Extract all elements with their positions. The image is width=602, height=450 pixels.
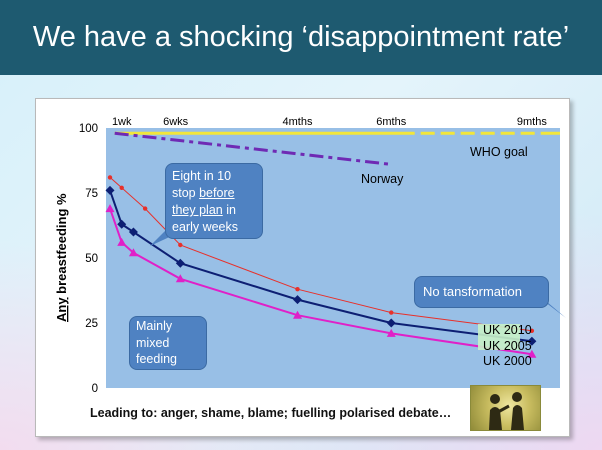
series-label-uk-2010: UK 2010 xyxy=(483,323,532,337)
slide-title: We have a shocking ‘disappointment rate’ xyxy=(32,21,570,53)
legend-highlight xyxy=(478,324,520,350)
data-point-uk-2000 xyxy=(117,237,127,246)
time-marker-label: 9mths xyxy=(517,116,547,128)
norway-label: Norway xyxy=(361,172,404,186)
time-marker-label: 6wks xyxy=(163,116,189,128)
time-marker-label: 4mths xyxy=(283,116,313,128)
callout-no-transformation: No tansformation xyxy=(414,276,549,308)
callout-line-1: Eight in 10 xyxy=(172,169,232,183)
data-point-uk-2005 xyxy=(117,219,127,229)
mixed-line-2: mixed xyxy=(136,335,170,350)
series-label-uk-2005: UK 2005 xyxy=(483,339,532,353)
y-tick-label: 0 xyxy=(92,383,98,395)
y-tick-label: 25 xyxy=(85,318,98,330)
y-axis-label-any: Any xyxy=(54,297,69,322)
norway-line xyxy=(114,131,392,166)
data-point-uk-2000 xyxy=(175,274,185,283)
callout-in: in xyxy=(222,203,236,217)
caption: Leading to: anger, shame, blame; fuellin… xyxy=(90,406,451,420)
callout-mixed-feeding: Mainly mixed feeding xyxy=(129,316,207,370)
data-point-uk-2005 xyxy=(175,258,185,268)
y-tick-label: 50 xyxy=(85,253,98,265)
time-marker-label: 6mths xyxy=(376,116,406,128)
callout-early-weeks: Eight in 10 stop before they plan in ear… xyxy=(165,163,263,239)
callout-line-3: they plan in xyxy=(172,202,256,219)
y-tick-label: 100 xyxy=(79,123,98,135)
data-point-uk-2005 xyxy=(527,336,537,346)
caption-prefix: Leading to: xyxy=(90,406,158,420)
callout-before: before xyxy=(199,186,235,200)
y-tick-label: 75 xyxy=(85,188,98,200)
callout-they-plan: they plan xyxy=(172,203,223,217)
data-point-uk-2010 xyxy=(529,328,535,333)
data-point-uk-2010 xyxy=(178,242,183,248)
data-point-uk-2010 xyxy=(119,185,124,190)
callout-stop: stop xyxy=(172,186,200,200)
data-point-uk-2005 xyxy=(386,318,396,328)
no-transformation-text: No tansformation xyxy=(423,284,522,299)
data-point-uk-2000 xyxy=(128,248,138,257)
data-point-uk-2010 xyxy=(295,287,300,292)
callout-line-4: early weeks xyxy=(172,220,238,234)
data-point-uk-2000 xyxy=(293,310,302,319)
who-goal-label: WHO goal xyxy=(470,145,528,159)
silhouette-figures-icon xyxy=(489,392,524,430)
mixed-line-3: feeding xyxy=(136,352,178,366)
data-point-uk-2005 xyxy=(293,295,302,305)
mixed-line-1: Mainly xyxy=(136,319,173,333)
data-point-uk-2000 xyxy=(527,349,537,358)
time-marker-label: 1wk xyxy=(112,116,132,128)
data-point-uk-2005 xyxy=(128,227,138,237)
data-point-uk-2010 xyxy=(389,310,394,315)
y-axis-label: Any breastfeeding % xyxy=(54,193,69,322)
title-bar: We have a shocking ‘disappointment rate’ xyxy=(0,0,602,75)
series-label-uk-2000: UK 2000 xyxy=(483,354,532,368)
data-point-uk-2005 xyxy=(105,185,115,195)
data-point-uk-2000 xyxy=(105,204,115,213)
caption-text: anger, shame, blame; fuelling polarised … xyxy=(157,406,452,420)
silhouette-photo xyxy=(470,385,541,431)
data-point-uk-2010 xyxy=(107,175,113,180)
y-axis-label-rest: breastfeeding % xyxy=(54,193,69,297)
data-point-uk-2010 xyxy=(142,206,148,211)
callout-line-2: stop before xyxy=(172,185,256,202)
data-point-uk-2000 xyxy=(386,328,396,337)
